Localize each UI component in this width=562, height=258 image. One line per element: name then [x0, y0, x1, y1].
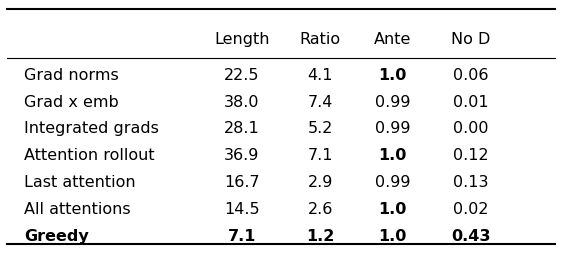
Text: 2.9: 2.9 — [307, 175, 333, 190]
Text: 0.01: 0.01 — [454, 94, 489, 110]
Text: 0.13: 0.13 — [454, 175, 489, 190]
Text: 1.0: 1.0 — [379, 148, 407, 163]
Text: Grad x emb: Grad x emb — [24, 94, 119, 110]
Text: No D: No D — [451, 32, 491, 47]
Text: 36.9: 36.9 — [224, 148, 260, 163]
Text: 7.4: 7.4 — [307, 94, 333, 110]
Text: 16.7: 16.7 — [224, 175, 260, 190]
Text: 28.1: 28.1 — [224, 121, 260, 136]
Text: Greedy: Greedy — [24, 229, 88, 244]
Text: 0.99: 0.99 — [375, 121, 411, 136]
Text: 14.5: 14.5 — [224, 202, 260, 217]
Text: Last attention: Last attention — [24, 175, 135, 190]
Text: 0.00: 0.00 — [454, 121, 489, 136]
Text: 5.2: 5.2 — [307, 121, 333, 136]
Text: 4.1: 4.1 — [307, 68, 333, 83]
Text: 1.2: 1.2 — [306, 229, 334, 244]
Text: Grad norms: Grad norms — [24, 68, 119, 83]
Text: Length: Length — [214, 32, 270, 47]
Text: 22.5: 22.5 — [224, 68, 260, 83]
Text: 1.0: 1.0 — [379, 68, 407, 83]
Text: 7.1: 7.1 — [307, 148, 333, 163]
Text: 0.43: 0.43 — [451, 229, 491, 244]
Text: Integrated grads: Integrated grads — [24, 121, 158, 136]
Text: 1.0: 1.0 — [379, 229, 407, 244]
Text: Attention rollout: Attention rollout — [24, 148, 155, 163]
Text: Ante: Ante — [374, 32, 411, 47]
Text: 0.99: 0.99 — [375, 94, 411, 110]
Text: Ratio: Ratio — [300, 32, 341, 47]
Text: 0.99: 0.99 — [375, 175, 411, 190]
Text: All attentions: All attentions — [24, 202, 130, 217]
Text: 2.6: 2.6 — [307, 202, 333, 217]
Text: 7.1: 7.1 — [228, 229, 256, 244]
Text: 38.0: 38.0 — [224, 94, 260, 110]
Text: 0.12: 0.12 — [454, 148, 489, 163]
Text: 0.02: 0.02 — [454, 202, 489, 217]
Text: 1.0: 1.0 — [379, 202, 407, 217]
Text: 0.06: 0.06 — [454, 68, 489, 83]
